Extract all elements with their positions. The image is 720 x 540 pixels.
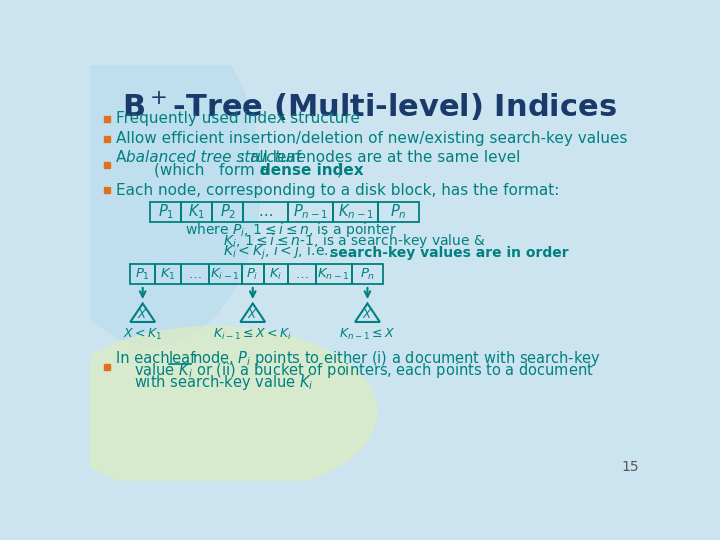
Text: $K_{n-1} \leq X$: $K_{n-1} \leq X$: [339, 327, 396, 342]
Text: $P_i$: $P_i$: [246, 267, 259, 282]
Text: $K_i < K_j$, $i < j$, i.e.,: $K_i < K_j$, $i < j$, i.e.,: [223, 243, 335, 262]
Text: leaf: leaf: [169, 352, 197, 367]
Text: $K_{i-1}$: $K_{i-1}$: [210, 267, 240, 282]
Text: dense index: dense index: [261, 163, 364, 178]
Text: : all leaf nodes are at the same level: : all leaf nodes are at the same level: [240, 150, 520, 165]
Bar: [264, 264, 289, 284]
Bar: [212, 202, 243, 222]
Bar: [289, 264, 315, 284]
Text: with search-key value $K_i$: with search-key value $K_i$: [134, 373, 314, 392]
Bar: [243, 202, 289, 222]
Text: $X$: $X$: [138, 308, 148, 321]
Text: $X$: $X$: [248, 308, 258, 321]
Bar: [181, 202, 212, 222]
Text: value $K_i$ or (ii) a bucket of pointers, each points to a document: value $K_i$ or (ii) a bucket of pointers…: [134, 361, 594, 380]
Text: balanced tree structure: balanced tree structure: [127, 150, 306, 165]
Text: $\ldots$: $\ldots$: [295, 268, 309, 281]
Text: In each: In each: [117, 352, 174, 367]
Bar: [130, 264, 155, 284]
Text: where $P_i$, $1 \leq i \leq n$, is a pointer: where $P_i$, $1 \leq i \leq n$, is a poi…: [184, 220, 397, 239]
Text: $P_2$: $P_2$: [220, 202, 236, 221]
Bar: [315, 264, 352, 284]
Text: Allow efficient insertion/deletion of new/existing search-key values: Allow efficient insertion/deletion of ne…: [117, 131, 628, 146]
Text: Frequently used index structure: Frequently used index structure: [117, 111, 360, 126]
Text: $K_{n-1}$: $K_{n-1}$: [338, 202, 374, 221]
Text: $\ldots$: $\ldots$: [258, 204, 274, 219]
Text: search-key values are in order: search-key values are in order: [330, 246, 569, 260]
Bar: [352, 264, 383, 284]
Text: $\ldots$: $\ldots$: [188, 268, 202, 281]
Text: (which   form a: (which form a: [153, 163, 274, 178]
Bar: [289, 202, 333, 222]
Text: $P_1$: $P_1$: [135, 267, 150, 282]
Text: node, $P_i$ points to either (i) a document with search-key: node, $P_i$ points to either (i) a docum…: [192, 349, 601, 368]
Text: $K_i$: $K_i$: [269, 267, 283, 282]
Ellipse shape: [51, 327, 377, 496]
Text: $K_{i-1} \leq X < K_i$: $K_{i-1} \leq X < K_i$: [213, 327, 292, 342]
Bar: [181, 264, 209, 284]
Text: $P_n$: $P_n$: [360, 267, 375, 282]
Bar: [333, 202, 378, 222]
Bar: [242, 264, 264, 284]
Text: Each node, corresponding to a disk block, has the format:: Each node, corresponding to a disk block…: [117, 183, 559, 198]
Text: $K_{n-1}$: $K_{n-1}$: [318, 267, 350, 282]
Bar: [150, 202, 181, 222]
Text: $X < K_1$: $X < K_1$: [123, 327, 163, 342]
Text: ): ): [337, 163, 343, 178]
Text: $K_i$, $1 \leq i \leq n$-1, is a search-key value &: $K_i$, $1 \leq i \leq n$-1, is a search-…: [223, 232, 486, 250]
Text: 15: 15: [621, 461, 639, 475]
Text: A: A: [117, 150, 132, 165]
Text: $K_1$: $K_1$: [161, 267, 176, 282]
Bar: [209, 264, 242, 284]
Text: B$^+$-Tree (Multi-level) Indices: B$^+$-Tree (Multi-level) Indices: [122, 90, 616, 123]
Ellipse shape: [43, 15, 261, 346]
Text: $X$: $X$: [362, 308, 373, 321]
Text: $P_{n-1}$: $P_{n-1}$: [293, 202, 328, 221]
Bar: [378, 202, 418, 222]
Text: $K_1$: $K_1$: [189, 202, 205, 221]
Bar: [155, 264, 181, 284]
Text: $P_1$: $P_1$: [158, 202, 174, 221]
Text: $P_n$: $P_n$: [390, 202, 407, 221]
